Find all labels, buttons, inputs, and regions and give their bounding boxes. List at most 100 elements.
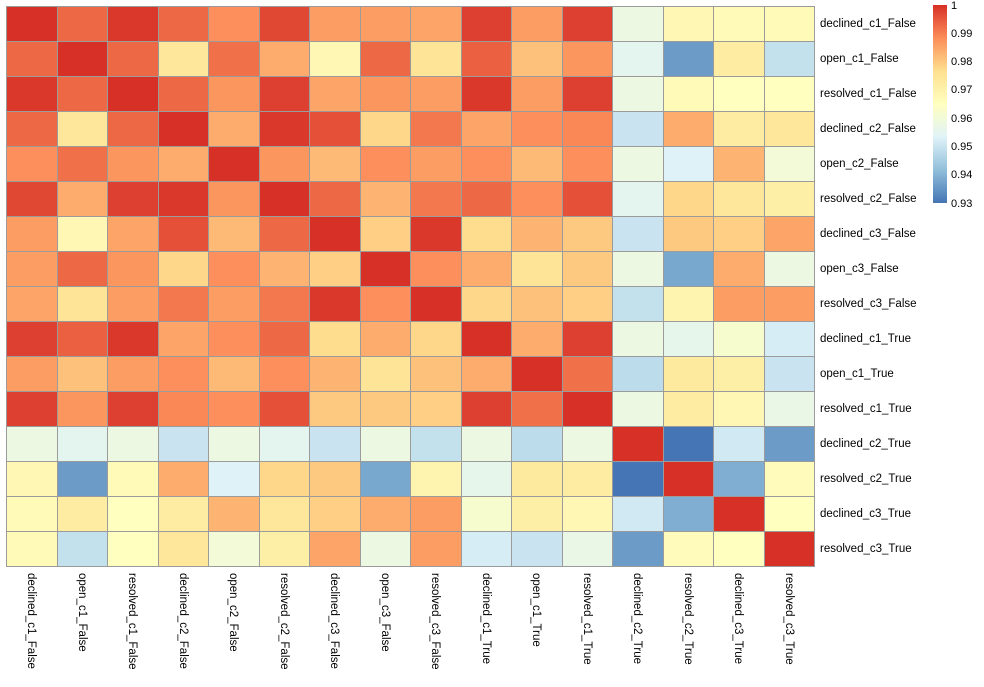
heatmap-cell: [764, 322, 815, 357]
heatmap-cell: [209, 182, 260, 217]
column-label: resolved_c2_True: [681, 573, 694, 665]
heatmap-cell: [411, 532, 462, 567]
column-label: declined_c3_True: [732, 573, 745, 664]
row-label: open_c3_False: [820, 262, 899, 275]
heatmap-cell: [57, 427, 108, 462]
heatmap-cell: [108, 77, 159, 112]
heatmap-cell: [360, 532, 411, 567]
heatmap-cell: [108, 42, 159, 77]
heatmap-cell: [411, 252, 462, 287]
column-label: declined_c2_False: [176, 573, 189, 669]
heatmap-cell: [259, 287, 310, 322]
column-label: declined_c3_False: [328, 573, 341, 669]
heatmap-cell: [613, 462, 664, 497]
heatmap-cell: [259, 427, 310, 462]
heatmap-cell: [764, 287, 815, 322]
heatmap-cell: [360, 217, 411, 252]
heatmap-cell: [613, 287, 664, 322]
heatmap-cell: [411, 287, 462, 322]
heatmap-cell: [57, 77, 108, 112]
colorbar-tick-label: 0.98: [951, 56, 973, 69]
heatmap-cell: [512, 322, 563, 357]
heatmap-cell: [562, 427, 613, 462]
heatmap-cell: [613, 182, 664, 217]
heatmap-cell: [259, 392, 310, 427]
heatmap-cell: [411, 322, 462, 357]
colorbar-tick-label: 0.97: [951, 84, 973, 97]
heatmap-cell: [259, 112, 310, 147]
heatmap-cell: [57, 532, 108, 567]
heatmap-cell: [613, 392, 664, 427]
heatmap-cell: [259, 462, 310, 497]
column-label: open_c2_False: [227, 573, 240, 652]
heatmap-cell: [310, 7, 361, 42]
heatmap-cell: [259, 217, 310, 252]
colorbar-tick-label: 0.94: [951, 169, 973, 182]
heatmap-cell: [764, 497, 815, 532]
heatmap-cell: [714, 392, 765, 427]
heatmap-cell: [663, 427, 714, 462]
heatmap-cell: [310, 462, 361, 497]
heatmap-cell: [57, 112, 108, 147]
heatmap-cell: [562, 357, 613, 392]
heatmap-cell: [259, 497, 310, 532]
heatmap-cell: [461, 392, 512, 427]
heatmap-cell: [714, 217, 765, 252]
heatmap-cell: [259, 357, 310, 392]
heatmap-cell: [360, 77, 411, 112]
row-label: resolved_c3_True: [820, 542, 912, 555]
heatmap-cell: [663, 112, 714, 147]
heatmap-cell: [158, 427, 209, 462]
heatmap-cell: [158, 182, 209, 217]
heatmap-cell: [57, 7, 108, 42]
heatmap-cell: [461, 42, 512, 77]
heatmap-cell: [57, 287, 108, 322]
heatmap-cell: [209, 497, 260, 532]
heatmap-cell: [209, 42, 260, 77]
heatmap-cell: [562, 462, 613, 497]
heatmap-cell: [411, 182, 462, 217]
colorbar-tick-label: 1: [951, 0, 958, 12]
heatmap-cell: [209, 462, 260, 497]
heatmap-cell: [512, 147, 563, 182]
heatmap-cell: [57, 462, 108, 497]
heatmap-cell: [209, 287, 260, 322]
heatmap-cell: [158, 322, 209, 357]
heatmap-cell: [461, 112, 512, 147]
heatmap-cell: [360, 112, 411, 147]
heatmap-cell: [613, 77, 664, 112]
heatmap-cell: [764, 217, 815, 252]
heatmap-cell: [613, 322, 664, 357]
heatmap-cell: [310, 287, 361, 322]
colorbar-gradient: [933, 5, 947, 203]
heatmap-cell: [613, 42, 664, 77]
heatmap-cell: [562, 182, 613, 217]
heatmap-cell: [7, 357, 58, 392]
heatmap-cell: [613, 357, 664, 392]
heatmap-cell: [714, 357, 765, 392]
heatmap-cell: [663, 287, 714, 322]
correlation-heatmap: [6, 6, 815, 567]
heatmap-cell: [360, 182, 411, 217]
heatmap-cell: [209, 112, 260, 147]
heatmap-cell: [512, 7, 563, 42]
heatmap-cell: [613, 217, 664, 252]
row-label: open_c1_True: [820, 367, 894, 380]
heatmap-cell: [714, 532, 765, 567]
heatmap-cell: [411, 392, 462, 427]
heatmap-cell: [360, 392, 411, 427]
heatmap-cell: [259, 252, 310, 287]
heatmap-cell: [360, 252, 411, 287]
heatmap-cell: [259, 322, 310, 357]
heatmap-cell: [512, 77, 563, 112]
heatmap-cell: [158, 392, 209, 427]
heatmap-cell: [461, 322, 512, 357]
heatmap-cell: [663, 532, 714, 567]
heatmap-cell: [764, 147, 815, 182]
heatmap-cell: [57, 497, 108, 532]
heatmap-cell: [7, 77, 58, 112]
heatmap-cell: [613, 7, 664, 42]
heatmap-cell: [461, 462, 512, 497]
heatmap-cell: [7, 182, 58, 217]
heatmap-cell: [360, 7, 411, 42]
